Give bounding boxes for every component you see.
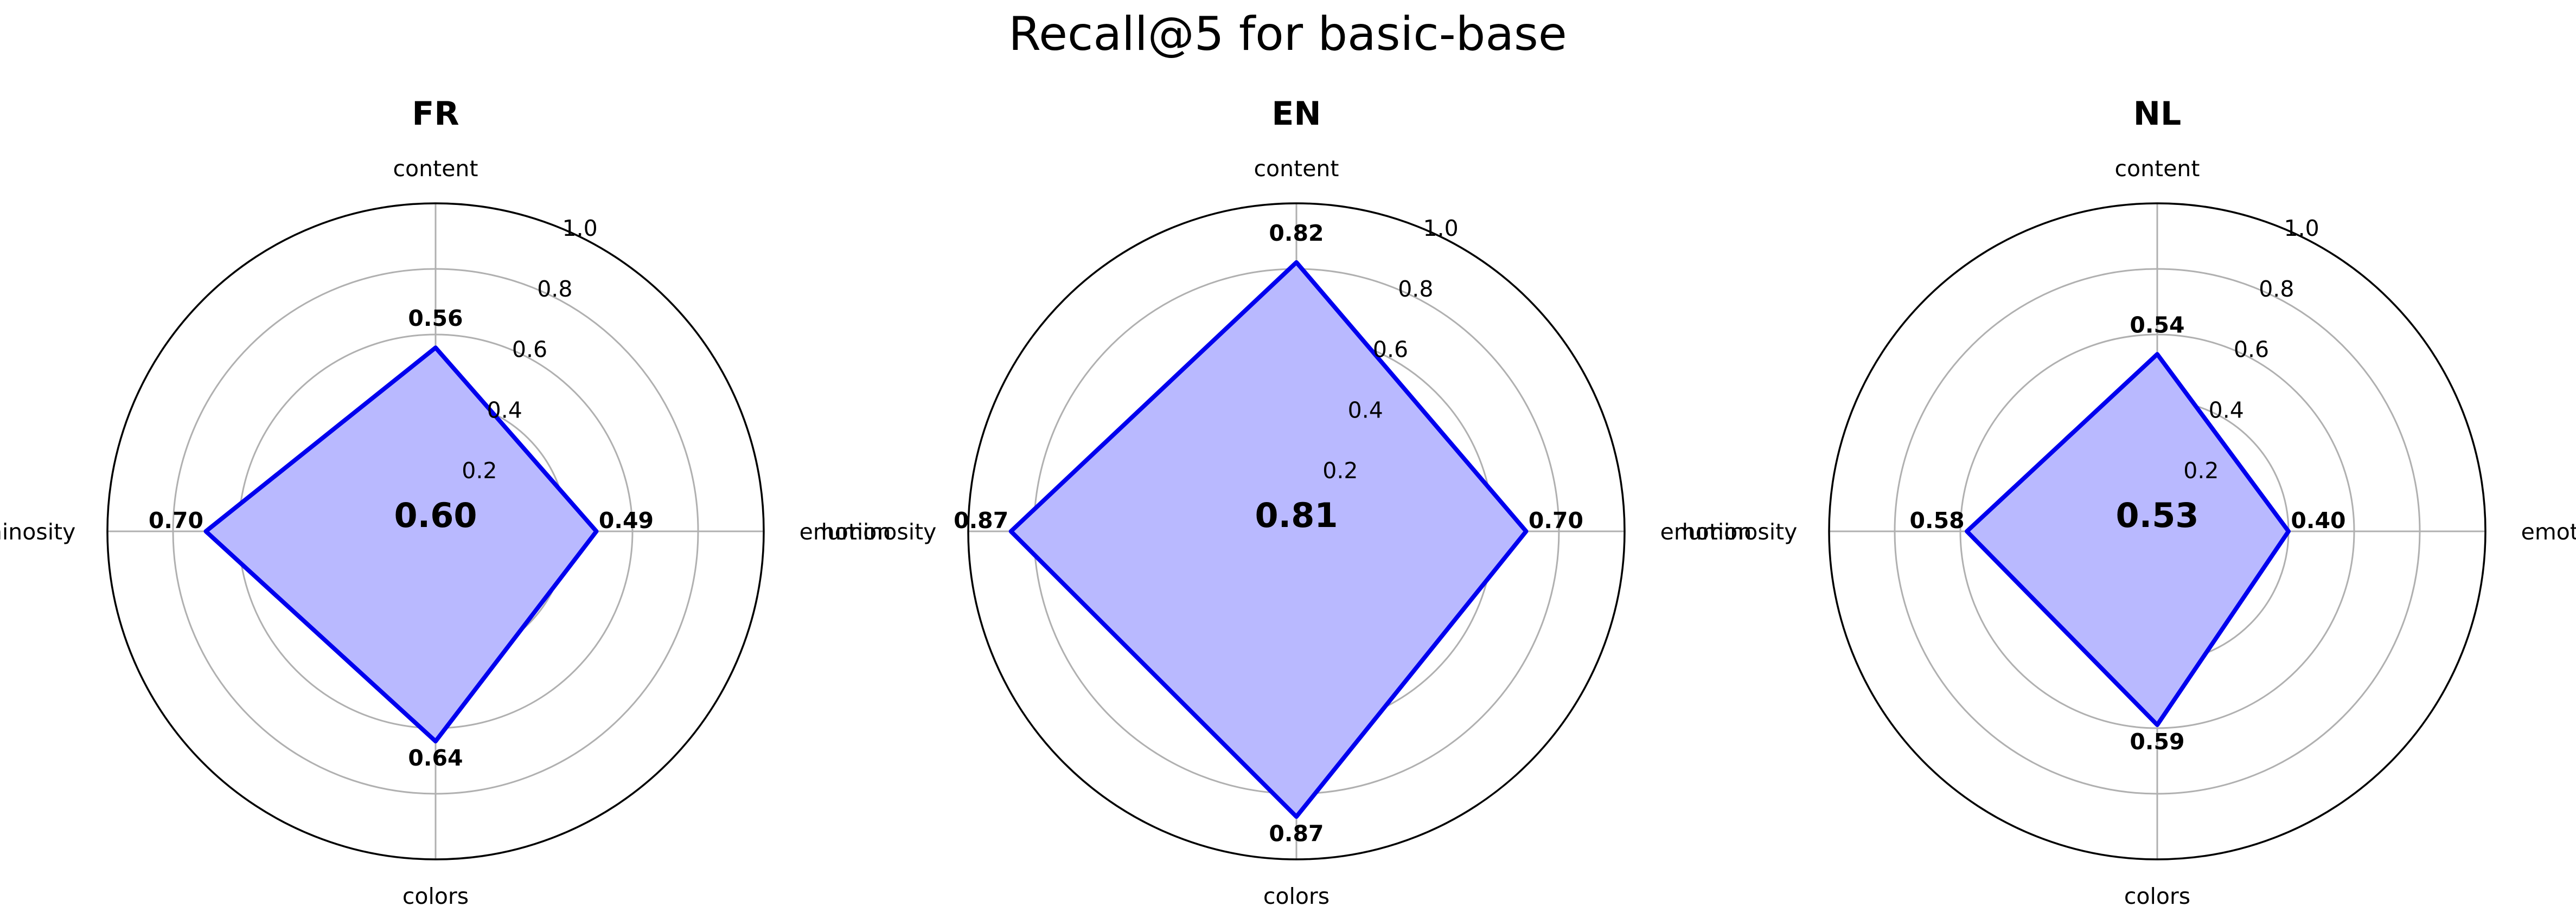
r-tick-label-0-6: 0.6 bbox=[1373, 337, 1408, 363]
radar-panel-nl: NL 0.2 0.4 0.6 0.8 1.0 content emotion colors lum… bbox=[1682, 95, 2576, 909]
value-label-content: 0.56 bbox=[408, 305, 463, 331]
radar-panel-en: EN 0.2 0.4 0.6 0.8 1.0 content emotion colors lum… bbox=[821, 95, 1752, 909]
data-area-fr bbox=[206, 348, 597, 742]
value-label-emotion: 0.49 bbox=[599, 507, 654, 534]
axis-label-content: content bbox=[2115, 156, 2200, 182]
r-tick-label-0-8: 0.8 bbox=[537, 276, 572, 302]
r-tick-label-0-4: 0.4 bbox=[2209, 397, 2244, 423]
axis-label-content: content bbox=[1254, 156, 1339, 182]
axis-label-emotion: emotion bbox=[1660, 519, 1752, 545]
r-tick-label-0-4: 0.4 bbox=[487, 397, 522, 423]
panel-title-en: EN bbox=[1271, 95, 1321, 133]
value-label-content: 0.54 bbox=[2130, 312, 2184, 338]
r-tick-label-1-0: 1.0 bbox=[2284, 215, 2319, 241]
data-line-en bbox=[1008, 260, 1529, 819]
axis-label-luminosity: luminosity bbox=[1682, 519, 1798, 545]
outer-circle bbox=[106, 202, 765, 860]
r-tick-label-0-8: 0.8 bbox=[2259, 276, 2294, 302]
mean-label-en: 0.81 bbox=[1255, 496, 1338, 535]
r-tick-label-0-2: 0.2 bbox=[2183, 458, 2219, 484]
data-line-nl bbox=[1965, 352, 2291, 727]
value-label-colors: 0.87 bbox=[1269, 820, 1324, 846]
value-label-colors: 0.64 bbox=[408, 745, 463, 771]
value-label-luminosity: 0.70 bbox=[149, 507, 203, 534]
r-tick-label-0-6: 0.6 bbox=[512, 337, 547, 363]
value-label-content: 0.82 bbox=[1269, 220, 1324, 246]
r-tick-label-1-0: 1.0 bbox=[562, 215, 598, 241]
r-tick-label-0-6: 0.6 bbox=[2234, 337, 2269, 363]
axis-label-colors: colors bbox=[1263, 883, 1329, 909]
outer-circle bbox=[1828, 202, 2486, 860]
axis-label-luminosity: luminosity bbox=[0, 519, 75, 545]
data-area-nl bbox=[1967, 354, 2289, 725]
r-tick-label-0-2: 0.2 bbox=[1322, 458, 1358, 484]
r-tick-label-0-2: 0.2 bbox=[462, 458, 497, 484]
radar-panel-fr: FR 0.2 0.4 0.6 0.8 1.0 content emotion colors lum… bbox=[0, 95, 891, 909]
panels-layer: FR 0.2 0.4 0.6 0.8 1.0 content emotion colors lum… bbox=[0, 95, 2576, 909]
value-label-emotion: 0.40 bbox=[2291, 507, 2345, 534]
data-line-fr bbox=[203, 345, 599, 744]
data-area-en bbox=[1011, 262, 1526, 817]
axis-label-emotion: emotion bbox=[2521, 519, 2576, 545]
r-tick-label-1-0: 1.0 bbox=[1423, 215, 1459, 241]
panel-title-fr: FR bbox=[412, 95, 459, 133]
axis-label-colors: colors bbox=[2124, 883, 2190, 909]
value-label-colors: 0.59 bbox=[2130, 729, 2184, 755]
figure-title: Recall@5 for basic-base bbox=[1008, 7, 1567, 61]
axis-label-emotion: emotion bbox=[800, 519, 891, 545]
axis-label-colors: colors bbox=[402, 883, 469, 909]
value-label-luminosity: 0.87 bbox=[954, 507, 1008, 534]
axis-label-content: content bbox=[393, 156, 478, 182]
mean-label-nl: 0.53 bbox=[2116, 496, 2199, 535]
mean-label-fr: 0.60 bbox=[394, 496, 477, 535]
panel-title-nl: NL bbox=[2133, 95, 2181, 133]
r-tick-label-0-8: 0.8 bbox=[1398, 276, 1433, 302]
value-label-emotion: 0.70 bbox=[1529, 507, 1583, 534]
r-tick-label-0-4: 0.4 bbox=[1348, 397, 1383, 423]
outer-circle bbox=[967, 202, 1626, 860]
axis-label-luminosity: luminosity bbox=[821, 519, 937, 545]
value-label-luminosity: 0.58 bbox=[1910, 507, 1965, 534]
